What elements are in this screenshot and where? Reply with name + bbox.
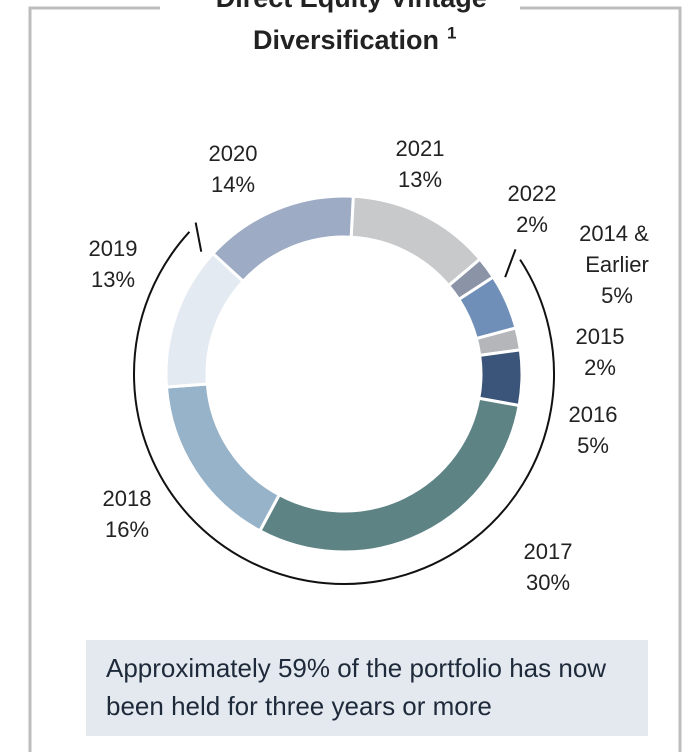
chart-title: Direct Equity Vintage Diversification	[216, 0, 495, 55]
value-label: 13%	[91, 267, 135, 292]
category-label: 2022	[508, 181, 557, 206]
category-label: 2021	[396, 136, 445, 161]
value-label: 5%	[601, 283, 633, 308]
category-label: 2019	[89, 236, 138, 261]
value-label: 16%	[105, 517, 149, 542]
donut-segment	[164, 251, 246, 389]
category-label: 2017	[524, 539, 573, 564]
annotation: Approximately 59% of the portfolio has n…	[106, 653, 613, 721]
donut-segment	[210, 194, 355, 284]
category-label: 2015	[576, 324, 625, 349]
frame	[28, 6, 682, 752]
donut-segment	[349, 194, 483, 288]
annotation-box	[86, 640, 648, 736]
category-label: 2016	[569, 402, 618, 427]
value-label: 5%	[577, 433, 609, 458]
value-label: 2%	[584, 355, 616, 380]
value-label: 14%	[211, 172, 255, 197]
value-label: 2%	[516, 212, 548, 237]
title-footnote: 1	[447, 23, 456, 42]
value-label: 13%	[398, 167, 442, 192]
donut-segment	[257, 396, 521, 554]
value-label: 30%	[526, 570, 570, 595]
donut-segment	[477, 348, 524, 408]
bracket	[133, 222, 555, 585]
category-label: 2020	[209, 141, 258, 166]
category-label: 2014 & Earlier	[579, 221, 655, 277]
category-label: 2018	[103, 486, 152, 511]
